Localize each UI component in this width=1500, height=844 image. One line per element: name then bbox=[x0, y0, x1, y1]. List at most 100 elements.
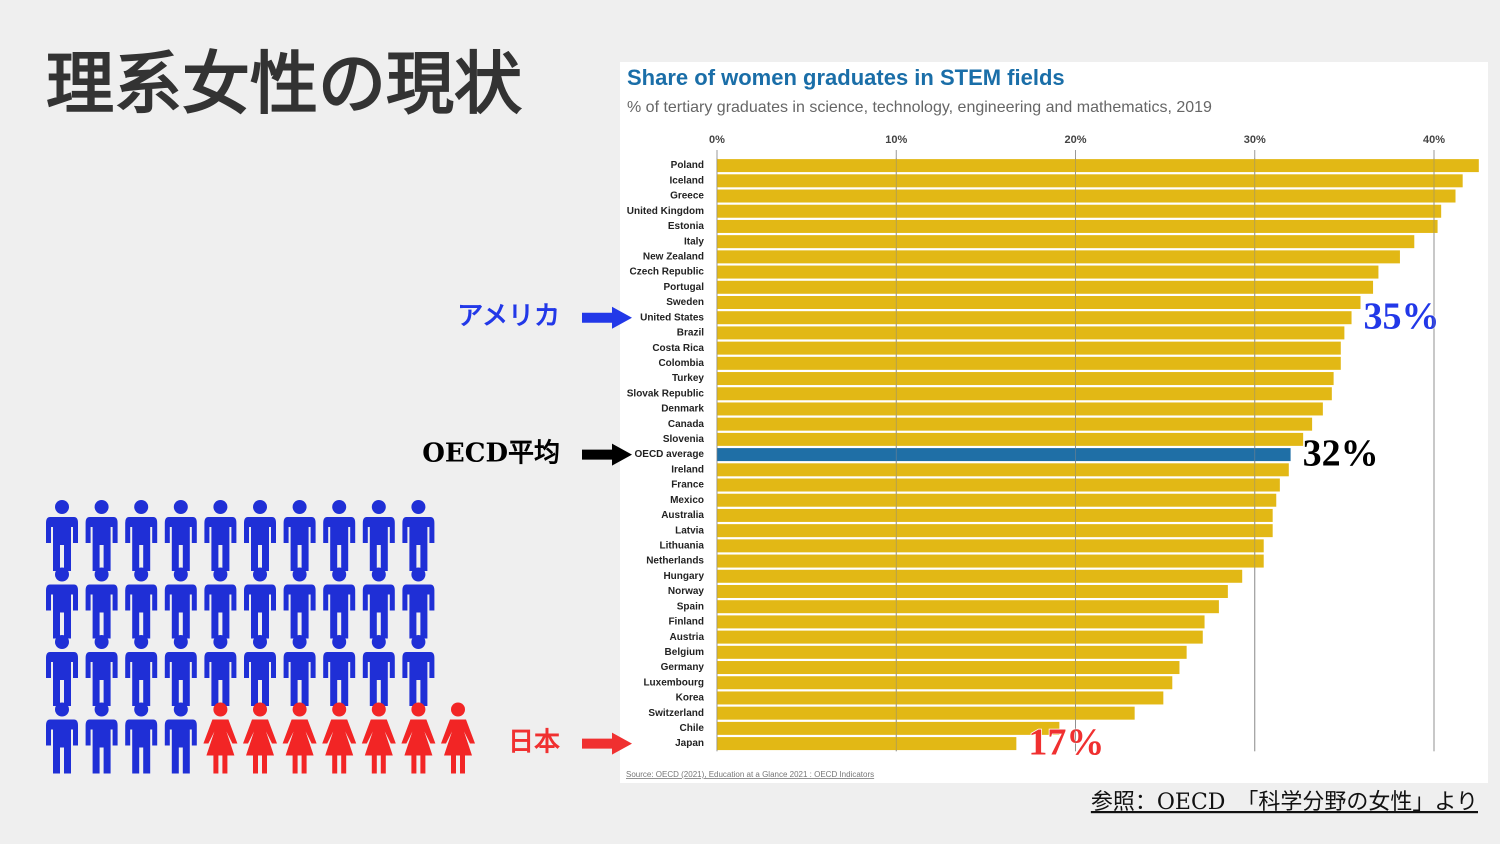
body bbox=[323, 517, 356, 571]
head bbox=[371, 567, 386, 582]
bar bbox=[717, 219, 1438, 233]
man-icon bbox=[402, 567, 435, 639]
value-label: 17% bbox=[1028, 721, 1104, 763]
y-tick-label: Turkey bbox=[672, 373, 704, 384]
man-icon bbox=[402, 635, 435, 706]
body bbox=[244, 584, 276, 639]
woman-icon bbox=[322, 702, 357, 774]
body bbox=[204, 584, 237, 639]
head bbox=[134, 702, 149, 717]
body bbox=[283, 517, 316, 571]
y-tick-label: Latvia bbox=[675, 525, 704, 536]
y-tick-label: France bbox=[671, 480, 704, 491]
woman-icon bbox=[243, 702, 277, 774]
body bbox=[46, 584, 78, 639]
head bbox=[451, 702, 465, 717]
bar bbox=[717, 508, 1273, 522]
man-icon bbox=[204, 635, 237, 706]
bar bbox=[717, 280, 1374, 294]
man-icon bbox=[125, 635, 158, 706]
x-tick-label: 0% bbox=[709, 134, 725, 146]
head bbox=[94, 635, 109, 649]
y-tick-label: Italy bbox=[684, 236, 704, 247]
head bbox=[411, 567, 426, 582]
bar bbox=[717, 493, 1277, 507]
y-tick-label: Luxembourg bbox=[643, 677, 704, 688]
head bbox=[411, 500, 426, 514]
x-tick-label: 30% bbox=[1244, 134, 1266, 146]
body bbox=[203, 719, 238, 774]
bar bbox=[717, 584, 1228, 598]
body bbox=[402, 517, 435, 571]
body bbox=[244, 652, 276, 706]
callout-label: OECD平均 bbox=[422, 439, 560, 469]
man-icon bbox=[244, 635, 276, 706]
head bbox=[134, 635, 149, 649]
head bbox=[213, 702, 228, 717]
woman-icon bbox=[361, 702, 396, 774]
head bbox=[55, 567, 69, 582]
bar bbox=[717, 539, 1264, 553]
bar bbox=[717, 737, 1017, 751]
bar bbox=[717, 554, 1264, 568]
man-icon bbox=[46, 635, 78, 706]
bar bbox=[717, 432, 1304, 446]
body bbox=[323, 584, 356, 639]
man-icon bbox=[164, 567, 197, 639]
head bbox=[332, 635, 347, 649]
head bbox=[253, 567, 267, 582]
head bbox=[55, 500, 69, 514]
y-tick-label: Portugal bbox=[663, 282, 704, 293]
head bbox=[213, 635, 228, 649]
man-icon bbox=[85, 567, 118, 639]
man-icon bbox=[362, 500, 395, 571]
bar bbox=[717, 311, 1352, 325]
callout-label: アメリカ bbox=[457, 302, 560, 332]
man-icon bbox=[323, 567, 356, 639]
head bbox=[55, 702, 69, 717]
y-tick-label: Denmark bbox=[661, 404, 704, 415]
head bbox=[292, 500, 307, 514]
head bbox=[253, 702, 267, 717]
y-tick-label: Hungary bbox=[663, 571, 704, 582]
y-tick-label: Germany bbox=[661, 662, 705, 673]
y-tick-label: Switzerland bbox=[648, 708, 704, 719]
man-icon bbox=[204, 567, 237, 639]
bar bbox=[717, 189, 1456, 203]
head bbox=[253, 500, 267, 514]
head bbox=[173, 500, 188, 514]
head bbox=[253, 635, 267, 649]
y-tick-label: Chile bbox=[680, 723, 705, 734]
body bbox=[204, 517, 237, 571]
body bbox=[283, 652, 316, 706]
bar bbox=[717, 356, 1341, 370]
y-tick-label: Brazil bbox=[677, 328, 704, 339]
body bbox=[361, 719, 396, 774]
y-tick-label: Poland bbox=[671, 160, 704, 171]
man-icon bbox=[283, 500, 316, 571]
y-tick-label: United Kingdom bbox=[627, 206, 704, 217]
chart-subtitle: % of tertiary graduates in science, tech… bbox=[627, 99, 1212, 116]
woman-icon bbox=[401, 702, 436, 774]
head bbox=[371, 635, 386, 649]
y-tick-label: Lithuania bbox=[660, 540, 705, 551]
y-tick-label: Slovenia bbox=[663, 434, 705, 445]
head bbox=[332, 567, 347, 582]
body bbox=[362, 652, 395, 706]
woman-icon bbox=[441, 702, 475, 774]
y-tick-label: Greece bbox=[670, 191, 704, 202]
body bbox=[85, 719, 118, 774]
man-icon bbox=[85, 500, 118, 571]
man-icon bbox=[85, 635, 118, 706]
y-tick-label: Australia bbox=[661, 510, 704, 521]
body bbox=[164, 517, 197, 571]
callout-arrow bbox=[582, 306, 632, 329]
bar bbox=[717, 402, 1323, 416]
bar bbox=[717, 235, 1415, 249]
body bbox=[402, 584, 435, 639]
y-tick-label: Czech Republic bbox=[630, 267, 705, 278]
y-tick-label: Iceland bbox=[670, 175, 704, 186]
body bbox=[402, 652, 435, 706]
man-icon bbox=[164, 500, 197, 571]
body bbox=[401, 719, 436, 774]
